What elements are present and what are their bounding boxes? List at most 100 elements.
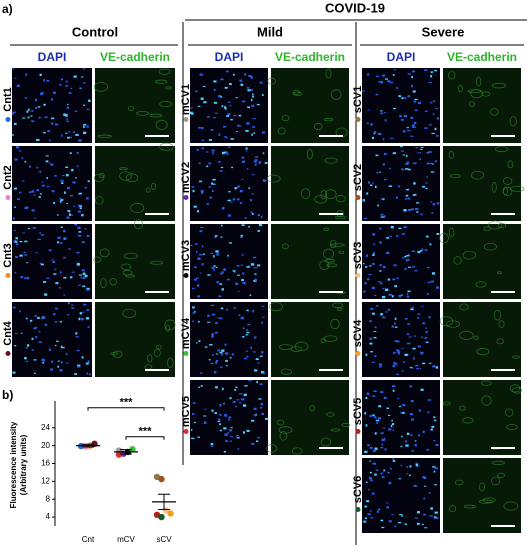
nucleus <box>375 469 379 471</box>
nucleus <box>35 336 38 339</box>
nucleus <box>38 238 42 240</box>
nucleus <box>223 427 227 430</box>
nucleus <box>200 97 204 100</box>
nucleus <box>68 213 71 216</box>
nucleus <box>190 107 193 109</box>
nucleus <box>239 189 243 193</box>
nucleus <box>65 80 68 83</box>
signal <box>470 89 484 99</box>
signal <box>150 182 157 190</box>
nucleus <box>38 341 42 344</box>
nucleus <box>72 181 76 184</box>
nucleus <box>212 117 216 119</box>
nucleus <box>388 235 392 237</box>
nucleus <box>87 180 90 183</box>
nucleus <box>238 393 243 395</box>
nucleus <box>411 449 414 452</box>
signal <box>266 174 281 183</box>
nucleus <box>417 152 421 154</box>
nucleus <box>13 122 17 125</box>
nucleus <box>210 362 214 365</box>
nucleus <box>253 160 257 163</box>
signal <box>483 242 498 251</box>
nucleus <box>200 190 204 193</box>
nucleus <box>418 409 421 412</box>
nucleus <box>66 103 69 106</box>
signal <box>119 171 132 181</box>
nucleus <box>365 254 368 257</box>
micrograph <box>12 302 92 377</box>
nucleus <box>262 371 265 374</box>
signal <box>112 350 123 358</box>
nucleus <box>401 435 403 438</box>
nucleus <box>370 350 373 353</box>
signal <box>320 437 332 447</box>
nucleus <box>392 107 396 110</box>
nucleus <box>43 103 46 106</box>
nucleus <box>31 110 34 112</box>
nucleus <box>411 418 415 421</box>
nucleus <box>395 196 398 199</box>
nucleus <box>380 80 384 84</box>
nucleus <box>424 127 428 129</box>
micrograph <box>95 224 175 299</box>
signal <box>167 357 174 369</box>
signal <box>453 256 462 265</box>
nucleus <box>375 93 379 96</box>
signal <box>165 324 171 332</box>
nucleus <box>66 216 70 219</box>
nucleus <box>424 527 428 529</box>
nucleus <box>412 265 415 268</box>
nucleus <box>240 316 244 320</box>
signal <box>459 330 474 340</box>
nucleus <box>194 278 197 281</box>
nucleus <box>31 337 34 340</box>
nucleus <box>65 114 68 117</box>
nucleus <box>419 158 422 161</box>
nucleus <box>415 364 419 367</box>
nucleus <box>365 397 368 399</box>
nucleus <box>416 211 419 213</box>
nucleus <box>405 198 407 200</box>
nucleus <box>259 161 262 163</box>
nucleus <box>405 255 410 257</box>
nucleus <box>200 372 203 374</box>
nucleus <box>224 106 226 109</box>
nucleus <box>373 131 377 133</box>
nucleus <box>212 183 216 185</box>
nucleus <box>34 315 38 317</box>
panel-label: a) <box>2 2 13 16</box>
nucleus <box>63 294 66 296</box>
nucleus <box>252 126 256 128</box>
nucleus <box>409 413 413 416</box>
nucleus <box>258 398 262 400</box>
signal <box>155 119 168 130</box>
sample-dot <box>5 117 11 122</box>
nucleus <box>13 187 17 190</box>
nucleus <box>401 150 405 152</box>
sample-dot <box>355 351 361 356</box>
nucleus <box>250 211 253 213</box>
nucleus <box>386 502 389 504</box>
nucleus <box>388 185 393 187</box>
nucleus <box>402 257 404 259</box>
nucleus <box>389 167 391 170</box>
nucleus <box>399 405 401 408</box>
nucleus <box>235 97 238 99</box>
nucleus <box>31 120 35 122</box>
nucleus <box>371 361 375 363</box>
nucleus <box>387 428 392 431</box>
nucleus <box>369 460 372 462</box>
column-header: DAPI <box>215 50 244 64</box>
nucleus <box>59 271 62 274</box>
nucleus <box>215 361 218 364</box>
nucleus <box>200 226 204 229</box>
nucleus <box>245 149 248 152</box>
nucleus <box>376 510 379 513</box>
nucleus <box>25 317 28 320</box>
nucleus <box>32 226 36 229</box>
nucleus <box>81 269 85 272</box>
nucleus <box>419 368 422 370</box>
micrograph <box>362 302 440 377</box>
nucleus <box>226 115 230 117</box>
